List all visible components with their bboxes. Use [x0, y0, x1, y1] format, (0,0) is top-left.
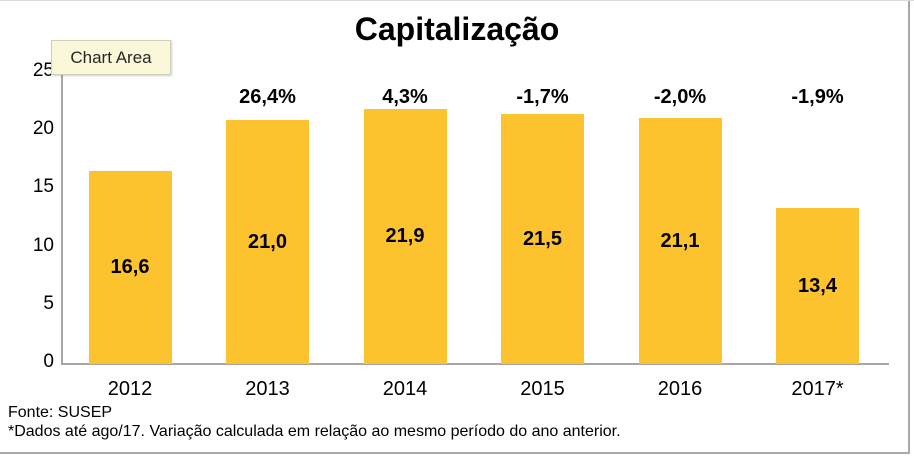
data-note: *Dados até ago/17. Variação calculada em…: [8, 423, 621, 440]
chart-title: Capitalização: [354, 11, 560, 47]
bar-2017*[interactable]: 13,4: [776, 208, 859, 364]
bar-value-label: 21,9: [385, 225, 425, 247]
y-tick-0: 0: [43, 351, 54, 372]
bar-2012[interactable]: 16,6: [88, 171, 172, 364]
bar-value-label: 21,5: [523, 227, 562, 250]
bar-value-label: 21,1: [660, 229, 700, 252]
x-tick-2012: 2012: [107, 378, 153, 400]
chart-footer: Fonte: SUSEP *Dados até ago/17. Variação…: [8, 403, 621, 441]
pct-label-2017*: -1,9%: [791, 86, 844, 108]
chart-area-tooltip-label: Chart Area: [70, 47, 152, 67]
y-tick-20: 20: [32, 118, 54, 140]
pct-label-2015: -1,7%: [516, 86, 569, 108]
pct-label-2014: 4,3%: [382, 86, 428, 108]
chart-area-tooltip: Chart Area: [51, 40, 171, 75]
x-tick-2016: 2016: [657, 378, 703, 400]
bar-value-label: 13,4: [798, 274, 837, 297]
bar-value-label: 21,0: [248, 230, 287, 253]
bar-2015[interactable]: 21,5: [501, 114, 584, 364]
y-tick-5: 5: [43, 292, 54, 314]
x-tick-2017*: 2017*: [791, 378, 844, 400]
bar-2016[interactable]: 21,1: [638, 118, 722, 364]
bar-2013[interactable]: 21,0: [226, 120, 309, 364]
bottom-divider-line: [0, 452, 910, 454]
bar-2014[interactable]: 21,9: [363, 109, 447, 364]
y-tick-25: 25: [32, 60, 54, 81]
x-tick-2013: 2013: [245, 378, 290, 400]
window-right-border: [908, 1, 910, 454]
y-tick-10: 10: [32, 234, 54, 256]
y-axis-line: [61, 73, 63, 364]
y-tick-15: 15: [32, 176, 54, 198]
bar-value-label: 16,6: [110, 256, 150, 278]
source-note: Fonte: SUSEP: [8, 404, 113, 421]
x-tick-2014: 2014: [382, 378, 428, 400]
x-tick-2015: 2015: [520, 378, 565, 400]
pct-label-2013: 26,4%: [239, 86, 296, 108]
pct-label-2016: -2,0%: [653, 86, 707, 108]
x-axis-line: [61, 363, 889, 365]
